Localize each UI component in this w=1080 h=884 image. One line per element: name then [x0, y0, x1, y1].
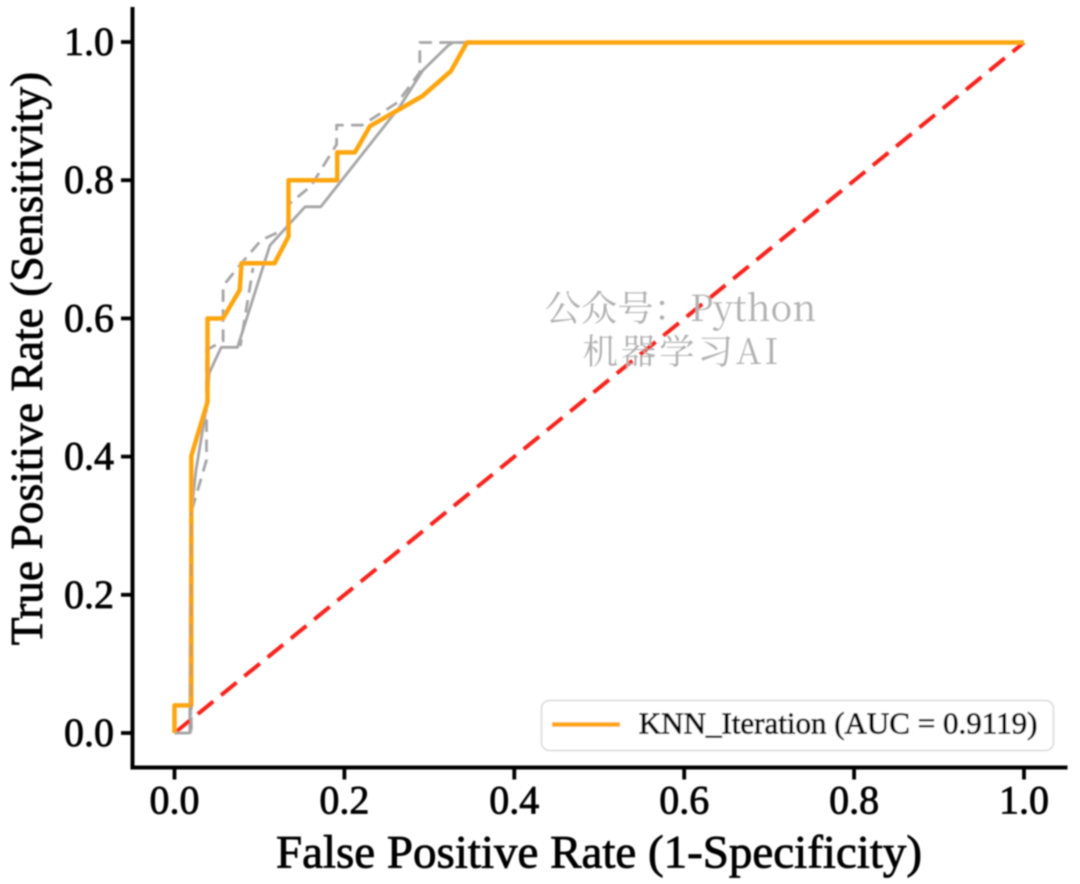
svg-text:False Positive Rate (1-Specifi: False Positive Rate (1-Specificity) — [276, 827, 922, 879]
svg-text:0.6: 0.6 — [659, 778, 709, 823]
svg-text:1.0: 1.0 — [64, 19, 114, 64]
svg-text:0.8: 0.8 — [64, 157, 114, 202]
svg-text:0.4: 0.4 — [64, 434, 114, 479]
svg-text:0.0: 0.0 — [64, 710, 114, 755]
svg-text:KNN_Iteration (AUC = 0.9119): KNN_Iteration (AUC = 0.9119) — [639, 706, 1038, 741]
svg-text:0.4: 0.4 — [489, 778, 539, 823]
svg-text:0.2: 0.2 — [64, 572, 114, 617]
svg-text:1.0: 1.0 — [999, 778, 1049, 823]
svg-text:True Positive Rate (Sensitivit: True Positive Rate (Sensitivity) — [1, 72, 52, 645]
svg-text:0.8: 0.8 — [829, 778, 879, 823]
svg-text:0.6: 0.6 — [64, 295, 114, 340]
svg-text:0.0: 0.0 — [150, 778, 200, 823]
svg-text:0.2: 0.2 — [319, 778, 369, 823]
